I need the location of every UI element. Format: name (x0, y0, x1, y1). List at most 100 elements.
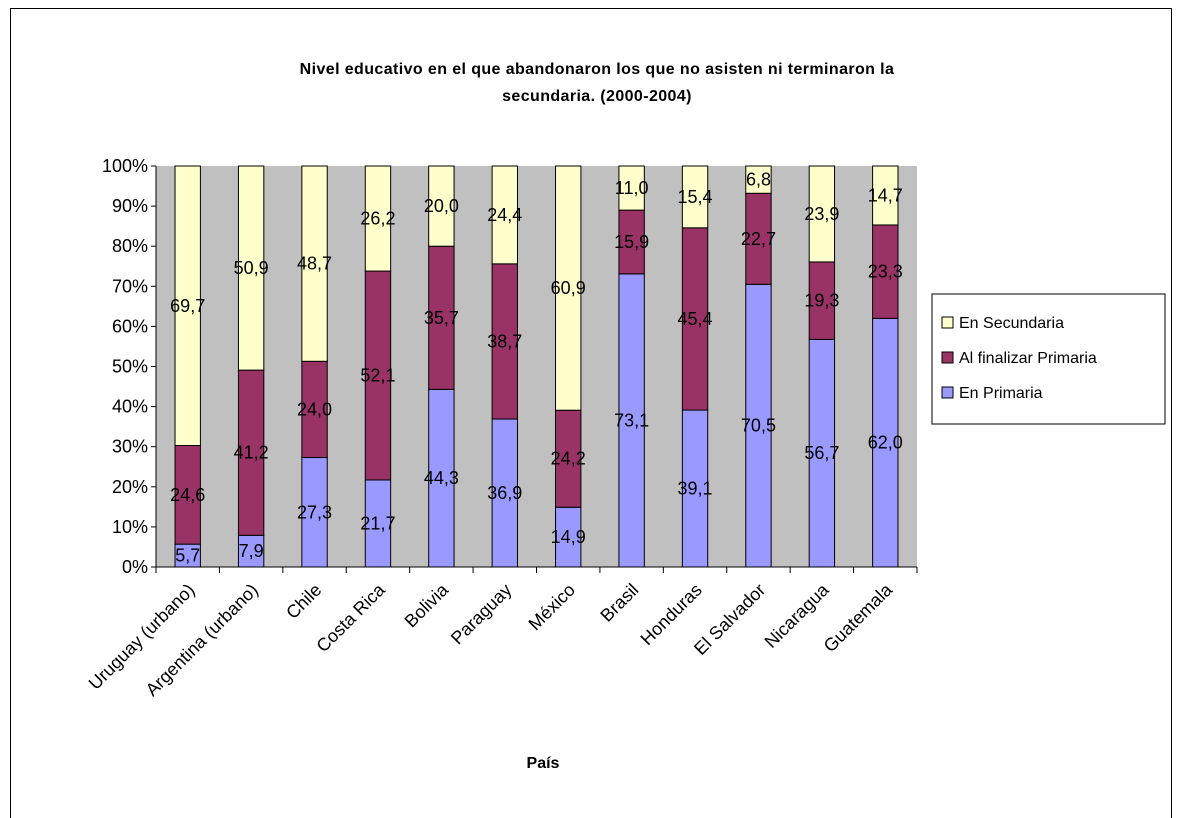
bar-en-primaria-mexico (555, 506, 582, 568)
bar-en-secundaria-argentina-urbano (237, 165, 265, 371)
data-label-en-secundaria-el-salvador: 6,8 (746, 170, 771, 190)
bar-al-finalizar-primaria-bolivia (428, 245, 455, 390)
data-label-en-secundaria-bolivia: 20,0 (424, 196, 459, 216)
data-label-al-finalizar-primaria-paraguay: 38,7 (487, 331, 522, 351)
bar-al-finalizar-primaria-el-salvador (745, 192, 772, 285)
bar-en-primaria-bolivia (428, 388, 455, 568)
bars-group (174, 165, 899, 568)
y-tick-label: 40% (112, 397, 148, 417)
legend-swatch-en-secundaria (941, 316, 954, 329)
data-label-al-finalizar-primaria-guatemala: 23,3 (868, 262, 903, 282)
x-axis-title: País (527, 755, 560, 772)
bar-en-primaria-paraguay (491, 418, 518, 568)
legend: En Secundaria Al finalizar Primaria En Pri… (931, 293, 1166, 425)
data-label-en-primaria-guatemala: 62,0 (868, 433, 903, 453)
y-tick-label: 80% (112, 236, 148, 256)
x-tick-label-paraguay: Paraguay (447, 580, 516, 649)
data-labels-group: 5,7 24,6 69,7 7,9 41,2 50,9 27,3 24,0 48,7 21,7 52… (170, 170, 903, 566)
x-tick-label-mexico: México (525, 580, 579, 634)
chart-frame: Nivel educativo en el que abandonaron lo… (10, 8, 1172, 818)
bar-al-finalizar-primaria-paraguay (491, 263, 518, 420)
legend-label-en-primaria: En Primaria (959, 385, 1043, 402)
data-label-al-finalizar-primaria-costa-rica: 52,1 (360, 366, 395, 386)
bar-al-finalizar-primaria-chile (301, 360, 328, 459)
data-label-al-finalizar-primaria-uruguay-urbano: 24,6 (170, 485, 205, 505)
data-label-en-primaria-mexico: 14,9 (551, 527, 586, 547)
y-tick-label: 100% (102, 156, 148, 176)
bar-en-secundaria-bolivia (428, 165, 455, 247)
data-label-en-primaria-argentina-urbano: 7,9 (239, 541, 264, 561)
x-tick-label-brasil: Brasil (596, 580, 642, 626)
bar-en-secundaria-el-salvador (745, 165, 772, 194)
bar-en-secundaria-chile (301, 165, 328, 362)
data-label-en-primaria-honduras: 39,1 (678, 479, 713, 499)
data-label-al-finalizar-primaria-bolivia: 35,7 (424, 308, 459, 328)
data-label-en-secundaria-guatemala: 14,7 (868, 185, 903, 205)
data-label-en-secundaria-brasil: 11,0 (615, 178, 649, 198)
data-label-en-secundaria-honduras: 15,4 (678, 187, 713, 207)
data-label-al-finalizar-primaria-el-salvador: 22,7 (741, 229, 776, 249)
plot-area (156, 166, 917, 567)
legend-box (931, 293, 1166, 425)
x-tick-label-uruguay-urbano: Uruguay (urbano) (85, 580, 199, 694)
data-label-en-primaria-costa-rica: 21,7 (360, 513, 395, 533)
bar-al-finalizar-primaria-mexico (555, 409, 582, 508)
bar-en-secundaria-uruguay-urbano (174, 165, 201, 446)
x-tick-label-bolivia: Bolivia (401, 579, 453, 631)
bar-en-secundaria-nicaragua (808, 165, 836, 263)
x-tick-label-chile: Chile (282, 580, 325, 623)
legend-swatch-en-primaria (941, 386, 954, 399)
bar-al-finalizar-primaria-uruguay-urbano (174, 445, 201, 545)
legend-label-en-secundaria: En Secundaria (959, 315, 1064, 332)
y-tick-label: 0% (122, 557, 148, 577)
data-label-en-primaria-paraguay: 36,9 (487, 483, 522, 503)
data-label-en-secundaria-paraguay: 24,4 (487, 205, 522, 225)
x-tick-label-costa-rica: Costa Rica (312, 579, 389, 656)
data-label-en-primaria-uruguay-urbano: 5,7 (175, 546, 200, 566)
x-tick-label-guatemala: Guatemala (820, 579, 897, 656)
data-label-en-primaria-nicaragua: 56,7 (804, 443, 839, 463)
data-label-al-finalizar-primaria-brasil: 15,9 (614, 232, 649, 252)
bar-en-secundaria-costa-rica (364, 165, 392, 272)
bar-en-secundaria-honduras (681, 165, 709, 229)
bar-en-primaria-costa-rica (364, 479, 392, 568)
bar-en-secundaria-paraguay (491, 165, 518, 265)
data-label-en-secundaria-mexico: 60,9 (551, 278, 586, 298)
bar-en-secundaria-guatemala (872, 165, 899, 226)
y-tick-label: 90% (112, 196, 148, 216)
data-label-al-finalizar-primaria-honduras: 45,4 (678, 309, 713, 329)
bar-en-primaria-honduras (681, 409, 709, 568)
data-label-en-secundaria-argentina-urbano: 50,9 (234, 258, 269, 278)
y-tick-label: 60% (112, 316, 148, 336)
y-tick-label: 20% (112, 477, 148, 497)
y-tick-label: 30% (112, 437, 148, 457)
bar-en-secundaria-mexico (555, 165, 582, 411)
data-label-al-finalizar-primaria-chile: 24,0 (297, 399, 332, 419)
bar-al-finalizar-primaria-guatemala (872, 224, 899, 319)
bar-al-finalizar-primaria-nicaragua (808, 261, 836, 340)
legend-swatch-al-finalizar-primaria (941, 351, 954, 364)
y-tick-label: 10% (112, 517, 148, 537)
chart-svg: Nivel educativo en el que abandonaron lo… (85, 61, 1166, 772)
data-label-en-secundaria-costa-rica: 26,2 (360, 209, 395, 229)
data-label-al-finalizar-primaria-argentina-urbano: 41,2 (234, 443, 269, 463)
bar-al-finalizar-primaria-argentina-urbano (237, 369, 265, 536)
legend-label-al-finalizar-primaria: Al finalizar Primaria (959, 350, 1097, 367)
chart-title-line2: secundaria. (2000-2004) (502, 88, 692, 105)
bar-en-secundaria-brasil (618, 165, 645, 211)
data-label-al-finalizar-primaria-mexico: 24,2 (551, 449, 586, 469)
y-tick-label: 70% (112, 276, 148, 296)
data-label-en-secundaria-nicaragua: 23,9 (804, 204, 839, 224)
data-label-en-primaria-chile: 27,3 (297, 502, 332, 522)
data-label-en-primaria-el-salvador: 70,5 (741, 416, 776, 436)
data-label-en-primaria-brasil: 73,1 (614, 410, 649, 430)
data-label-al-finalizar-primaria-nicaragua: 19,3 (804, 291, 839, 311)
y-tick-label: 50% (112, 357, 148, 377)
bar-en-primaria-argentina-urbano (237, 534, 265, 568)
data-label-en-secundaria-chile: 48,7 (297, 254, 332, 274)
chart-title-line1: Nivel educativo en el que abandonaron lo… (300, 61, 895, 78)
bar-al-finalizar-primaria-brasil (618, 209, 645, 275)
data-label-en-secundaria-uruguay-urbano: 69,7 (170, 296, 205, 316)
data-label-en-primaria-bolivia: 44,3 (424, 468, 459, 488)
x-tick-label-argentina-urbano: Argentina (urbano) (142, 580, 262, 700)
